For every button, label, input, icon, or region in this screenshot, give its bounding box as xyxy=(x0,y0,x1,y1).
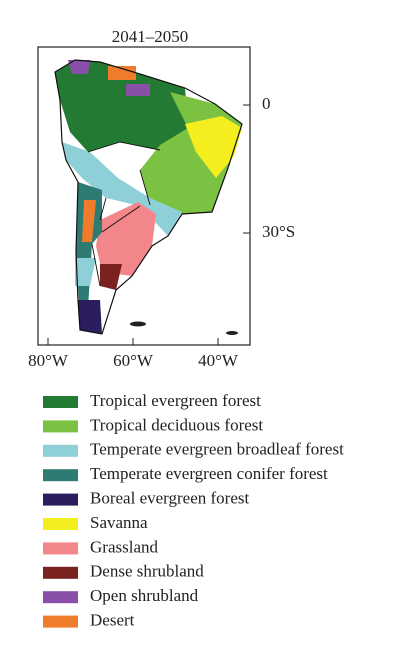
map-region xyxy=(75,258,96,286)
legend-label: Open shrubland xyxy=(90,586,199,605)
ticks: 80°W 60°W 40°W 0 30°S xyxy=(28,94,295,370)
legend: Tropical evergreen forest Tropical decidu… xyxy=(43,391,344,630)
legend-swatch xyxy=(43,542,78,555)
island xyxy=(226,331,238,335)
map-region xyxy=(78,300,102,334)
map-region xyxy=(68,60,90,74)
legend-label: Tropical evergreen forest xyxy=(90,391,261,410)
island xyxy=(130,321,146,327)
legend-swatch xyxy=(43,444,78,457)
map-title: 2041–2050 xyxy=(112,27,189,46)
legend-label: Grassland xyxy=(90,537,158,556)
legend-label: Dense shrubland xyxy=(90,562,204,581)
coastline xyxy=(54,59,243,335)
legend-label: Temperate evergreen broadleaf forest xyxy=(90,440,344,459)
x-tick-label: 60°W xyxy=(113,351,154,370)
map-region xyxy=(82,200,96,242)
legend-swatch xyxy=(43,615,78,628)
map-frame xyxy=(37,46,251,346)
legend-label: Tropical deciduous forest xyxy=(90,415,263,434)
legend-swatch xyxy=(43,493,78,506)
y-tick-label: 30°S xyxy=(262,222,295,241)
legend-label: Desert xyxy=(90,611,135,630)
borders xyxy=(87,141,161,287)
map-region xyxy=(185,116,242,178)
x-tick-label: 40°W xyxy=(198,351,239,370)
legend-swatch xyxy=(43,396,78,408)
legend-swatch xyxy=(43,420,78,433)
legend-swatch xyxy=(43,518,78,530)
legend-label: Temperate evergreen conifer forest xyxy=(90,464,328,483)
legend-swatch xyxy=(43,591,78,604)
map-region xyxy=(108,66,136,80)
legend-label: Savanna xyxy=(90,513,148,532)
y-tick-label: 0 xyxy=(262,94,271,113)
legend-label: Boreal evergreen forest xyxy=(90,489,249,508)
map-region xyxy=(100,264,122,290)
map xyxy=(54,59,243,335)
map-region xyxy=(55,60,188,152)
x-tick-label: 80°W xyxy=(28,351,69,370)
map-region xyxy=(126,84,150,96)
legend-swatch xyxy=(43,469,78,482)
map-region xyxy=(96,202,156,276)
legend-swatch xyxy=(43,566,78,579)
